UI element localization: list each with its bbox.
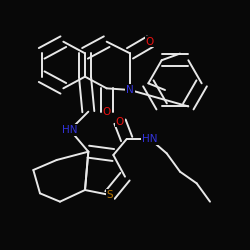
Text: HN: HN [142,134,158,144]
Text: O: O [146,37,154,47]
Text: S: S [107,190,113,200]
Text: O: O [102,107,111,117]
Text: O: O [116,117,124,127]
Text: N: N [126,85,134,95]
Text: HN: HN [62,125,78,135]
